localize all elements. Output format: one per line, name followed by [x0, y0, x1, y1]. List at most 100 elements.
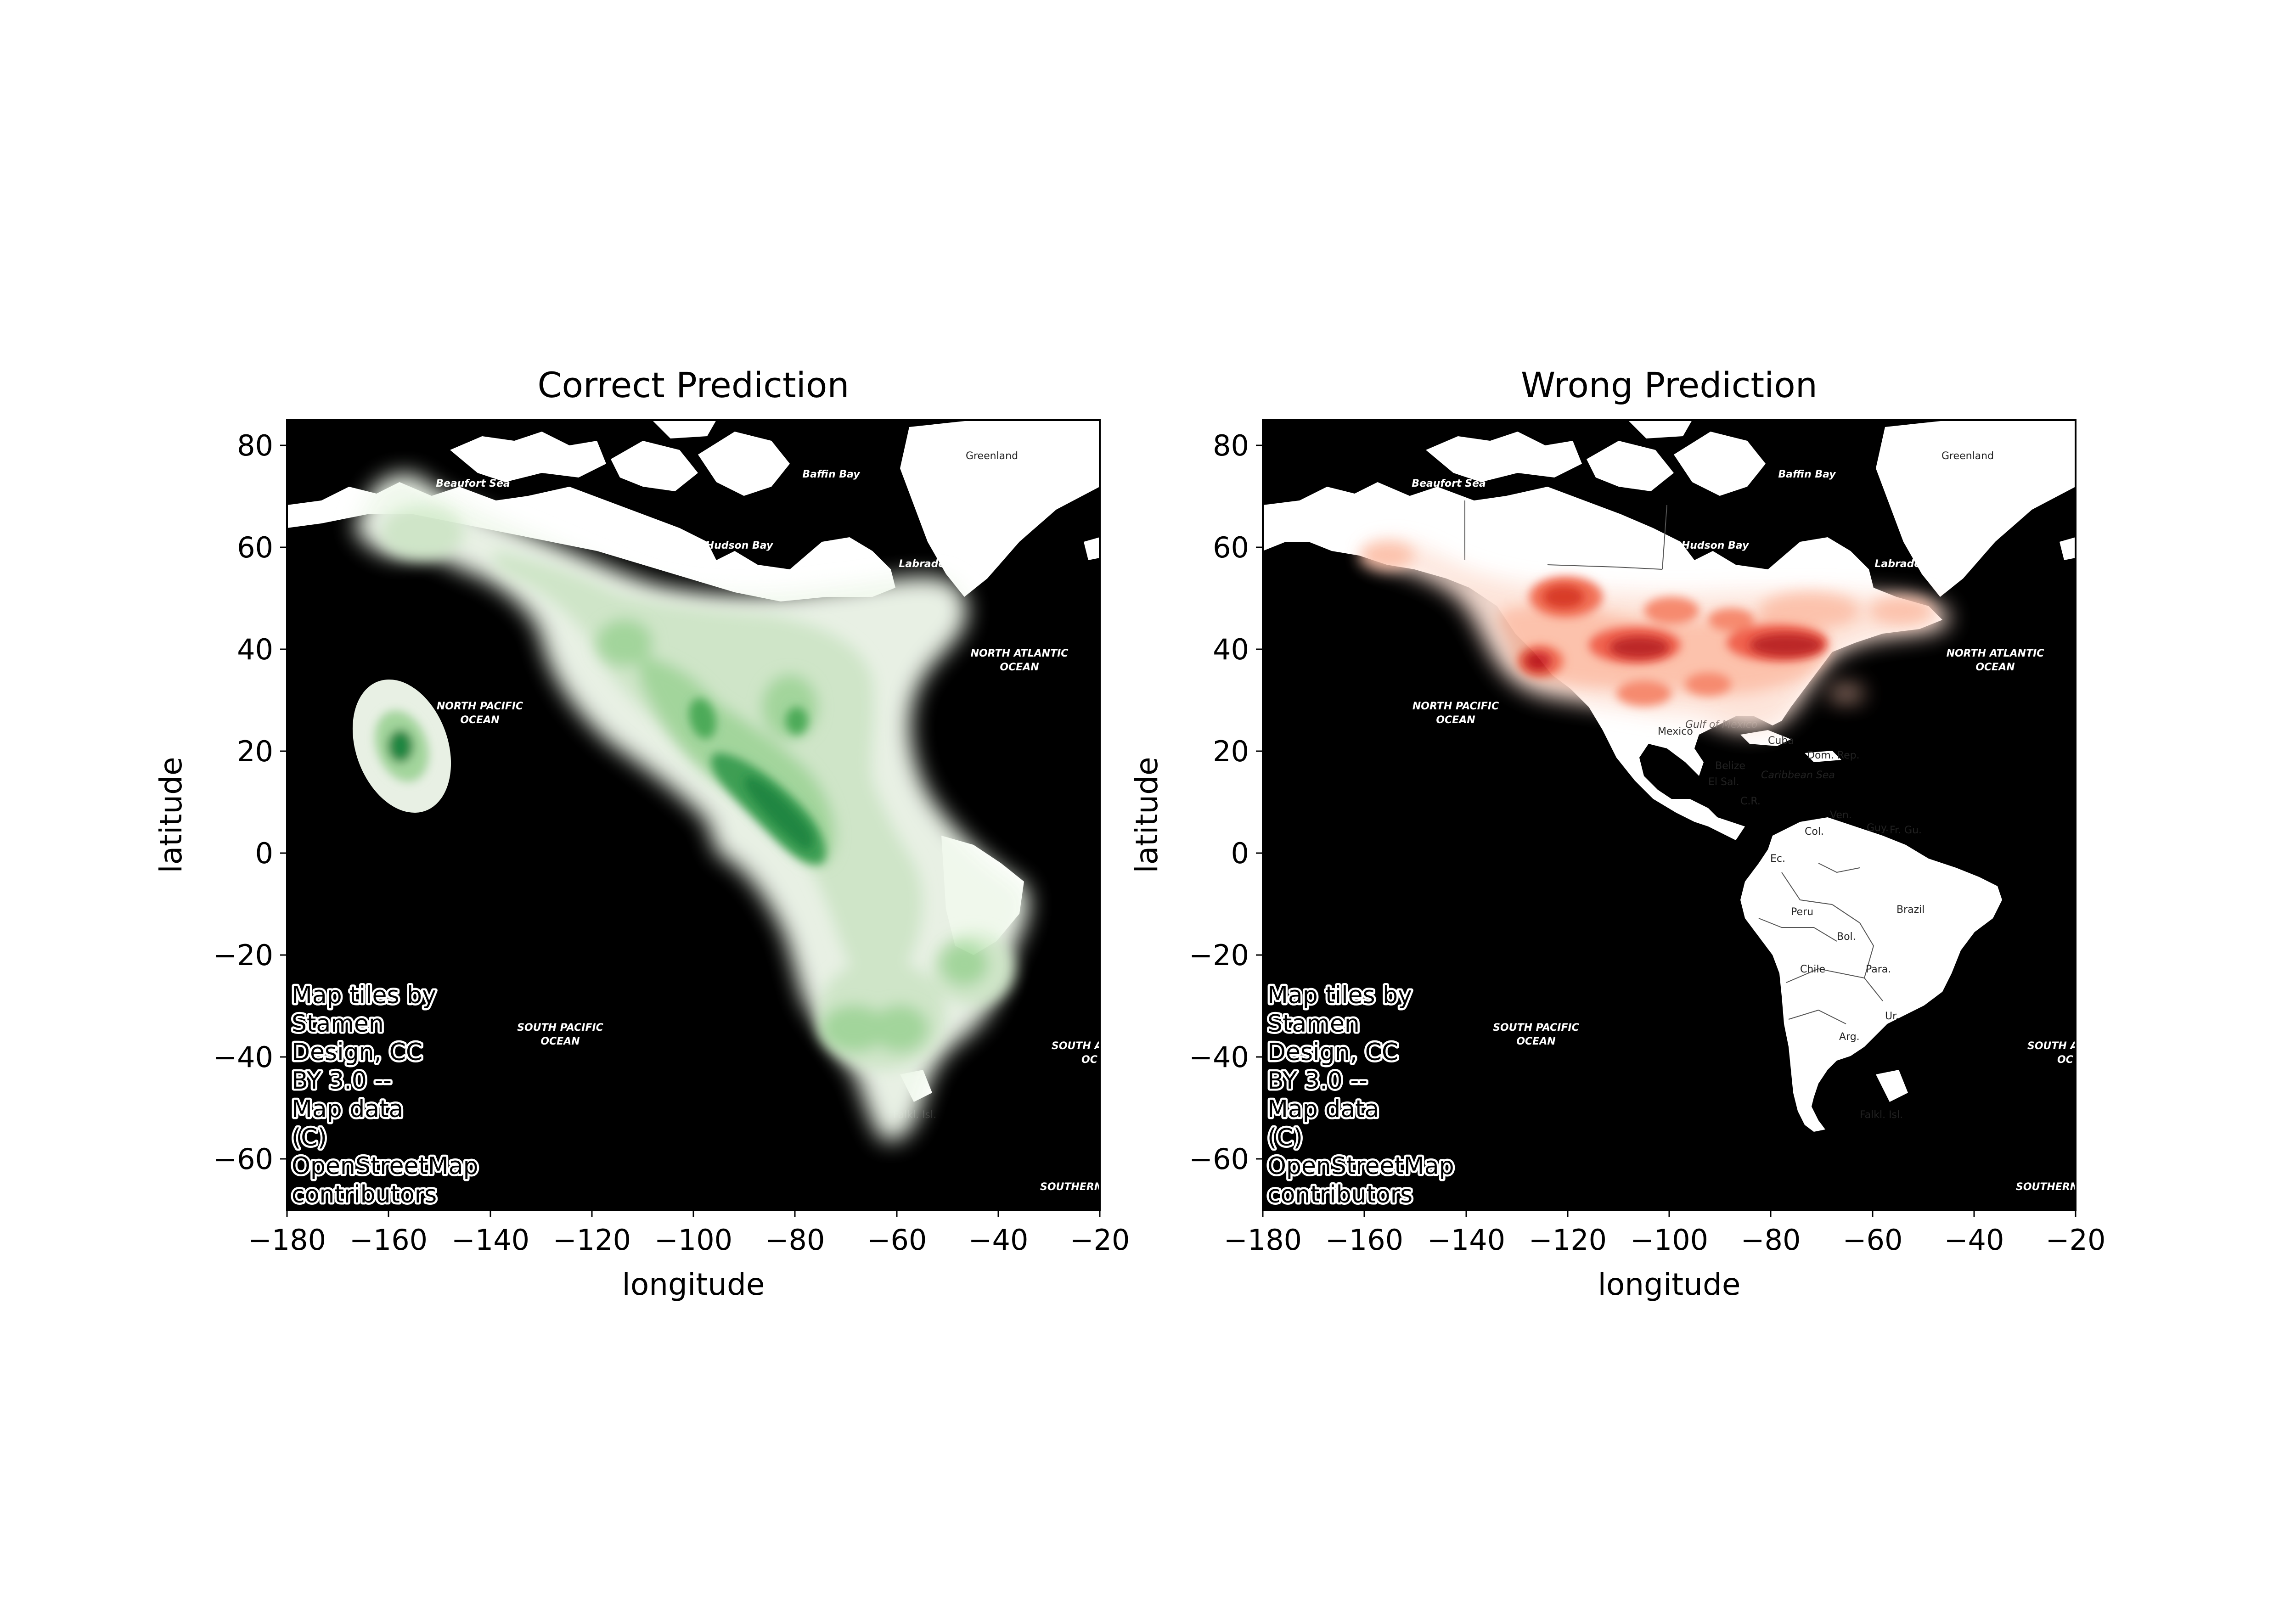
panel-correct: Correct Prediction Beaufort Sea Ba [153, 365, 1130, 1302]
y-tick-label: −60 [1189, 1142, 1249, 1176]
label-ur: Ur. [1885, 1011, 1899, 1022]
label-brazil: Brazil [1896, 904, 1925, 916]
x-tick-label: −80 [765, 1223, 825, 1257]
label-para: Para. [1866, 964, 1891, 975]
label-north-pacific-1: NORTH PACIFIC [437, 701, 523, 712]
y-tick-label: −40 [213, 1040, 273, 1074]
x-tick-label: −20 [1070, 1223, 1130, 1257]
label-chile: Chile [1800, 964, 1825, 975]
label-arg: Arg. [1839, 1031, 1860, 1043]
label-ven: Ven. [1830, 809, 1852, 821]
attribution-line: Map data [1267, 1096, 1379, 1123]
label-labrador: Labrador Sea [1874, 558, 1950, 570]
y-tick-label: 20 [237, 735, 273, 768]
label-north-pacific-1: NORTH PACIFIC [1412, 701, 1499, 712]
y-axis-label: latitude [1129, 757, 1165, 873]
attribution-line: (C) [1267, 1124, 1303, 1152]
y-tick-label: −20 [213, 938, 273, 972]
label-southern: SOUTHERN [2016, 1181, 2078, 1193]
label-falkland: Falkl. Isl. [1860, 1109, 1903, 1121]
label-mexico: Mexico [1658, 726, 1693, 737]
label-south-pacific-2: OCEAN [1516, 1036, 1555, 1047]
density-correct [352, 473, 1030, 1142]
y-tick-label: 80 [1213, 429, 1249, 462]
attribution: Map tiles by Stamen Design, CC BY 3.0 --… [1266, 980, 1457, 1211]
x-tick-label: −80 [1741, 1223, 1801, 1257]
label-southern: SOUTHERN [1040, 1181, 1103, 1193]
density-wrong [1359, 542, 1950, 731]
y-tick-label: 0 [255, 837, 273, 870]
y-tick-label: 20 [1213, 735, 1249, 768]
y-tick-label: 40 [1213, 633, 1249, 666]
y-tick-label: 60 [1213, 531, 1249, 564]
x-ticks: −180 −160 −140 −120 −100 −80 −60 −40 −20 [1224, 1210, 2106, 1257]
y-tick-label: 80 [237, 429, 273, 462]
label-fr-gu: Fr. Gu. [1890, 825, 1922, 836]
attribution-line: Stamen [292, 1010, 384, 1038]
attribution-line: Map data [292, 1096, 403, 1123]
label-bol: Bol. [1837, 931, 1856, 943]
chart-title: Correct Prediction [537, 365, 849, 405]
chart-title: Wrong Prediction [1521, 365, 1818, 405]
x-tick-label: −160 [349, 1223, 428, 1257]
label-greenland: Greenland [966, 450, 1018, 462]
x-ticks: −180 −160 −140 −120 −100 −80 −60 −40 −20 [248, 1210, 1130, 1257]
x-tick-label: −40 [1944, 1223, 2004, 1257]
x-tick-label: −100 [654, 1223, 732, 1257]
attribution-line: Map tiles by [1267, 982, 1412, 1009]
y-tick-label: −60 [213, 1142, 273, 1176]
y-ticks: −60 −40 −20 0 20 40 60 80 [1189, 429, 1263, 1176]
y-tick-label: −40 [1189, 1040, 1249, 1074]
attribution: Map tiles by Stamen Design, CC BY 3.0 --… [290, 980, 481, 1211]
label-north-pacific-2: OCEAN [460, 714, 499, 726]
label-south-pacific-1: SOUTH PACIFIC [1493, 1022, 1579, 1034]
label-greenland: Greenland [1941, 450, 1994, 462]
label-north-pacific-2: OCEAN [1436, 714, 1475, 726]
label-hudson: Hudson Bay [706, 540, 774, 551]
label-peru: Peru [1791, 906, 1813, 918]
label-belize: Belize [1715, 760, 1745, 772]
attribution-line: (C) [292, 1124, 327, 1152]
attribution-line: Stamen [1267, 1010, 1360, 1038]
label-caribbean: Caribbean Sea [1761, 770, 1835, 781]
label-south-pacific-1: SOUTH PACIFIC [517, 1022, 603, 1034]
label-north-atlantic-1: NORTH ATLANTIC [1947, 648, 2044, 659]
label-south-pacific-2: OCEAN [540, 1036, 580, 1047]
x-tick-label: −100 [1630, 1223, 1708, 1257]
attribution-line: contributors [292, 1181, 437, 1208]
label-el-sal: El Sal. [1708, 776, 1739, 788]
attribution-line: BY 3.0 -- [1267, 1067, 1367, 1095]
x-tick-label: −60 [867, 1223, 927, 1257]
x-tick-label: −120 [1529, 1223, 1607, 1257]
attribution-line: Map tiles by [292, 982, 436, 1009]
country-borders [1464, 500, 1883, 1024]
label-baffin: Baffin Bay [1778, 469, 1836, 480]
label-hudson: Hudson Bay [1682, 540, 1750, 551]
label-beaufort: Beaufort Sea [1412, 478, 1486, 489]
x-tick-label: −160 [1325, 1223, 1403, 1257]
y-ticks: −60 −40 −20 0 20 40 60 80 [213, 429, 287, 1176]
attribution-line: Design, CC [1267, 1039, 1398, 1066]
map-area: Beaufort Sea Baffin Bay Greenland Hudson… [287, 420, 1103, 1210]
x-axis-label: longitude [1598, 1267, 1741, 1302]
label-beaufort: Beaufort Sea [436, 478, 510, 489]
x-tick-label: −180 [1224, 1223, 1302, 1257]
attribution-line: contributors [1267, 1181, 1412, 1208]
y-tick-label: 40 [237, 633, 273, 666]
label-labrador: Labrador Sea [899, 558, 974, 570]
x-tick-label: −20 [2046, 1223, 2106, 1257]
label-south-atlantic-2: OC [1081, 1054, 1097, 1066]
y-tick-label: 0 [1231, 837, 1249, 870]
x-tick-label: −140 [1427, 1223, 1505, 1257]
label-south-atlantic-2: OC [2057, 1054, 2073, 1066]
attribution-line: Design, CC [292, 1039, 422, 1066]
label-cuba: Cuba [1768, 735, 1794, 747]
x-tick-label: −60 [1843, 1223, 1903, 1257]
label-ec: Ec. [1770, 853, 1785, 865]
label-south-atlantic-1: SOUTH A [2027, 1040, 2078, 1052]
x-tick-label: −140 [451, 1223, 529, 1257]
y-tick-label: 60 [237, 531, 273, 564]
x-tick-label: −40 [968, 1223, 1029, 1257]
label-north-atlantic-2: OCEAN [1975, 662, 2015, 673]
